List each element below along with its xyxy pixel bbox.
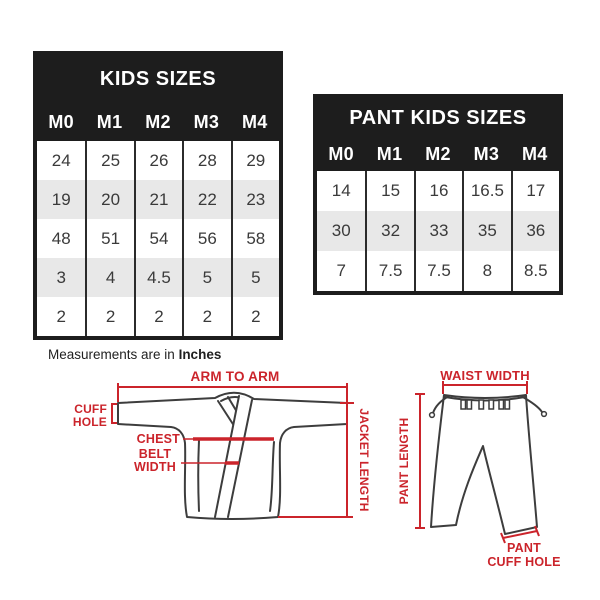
size-cell: 26 [133, 141, 182, 180]
size-cell: 25 [85, 141, 133, 180]
pants-waistband-seam [444, 396, 526, 402]
kids-col-header: M4 [241, 111, 268, 132]
size-cell: 7.5 [365, 251, 413, 291]
jacket-length-line [278, 402, 354, 518]
table-row: 2 2 2 2 2 [37, 297, 279, 336]
size-cell: 56 [182, 219, 230, 258]
size-cell: 14 [331, 181, 351, 200]
size-cell: 2 [182, 297, 230, 336]
pants-diagram: WAIST WIDTH PANT LENGTH PANT CUFF HOLE [397, 368, 560, 569]
kids-table-title: KIDS SIZES [99, 67, 217, 90]
size-cell: 5 [182, 258, 230, 297]
pant-table-title: PANT KIDS SIZES [349, 106, 527, 129]
kids-col-header: M0 [48, 111, 74, 132]
arm-to-arm-line [117, 383, 348, 402]
jacket-length-label: JACKET LENGTH [357, 408, 371, 511]
size-cell: 2 [85, 297, 133, 336]
kids-col-header: M1 [96, 111, 123, 132]
pant-cuff-hole-line [500, 525, 540, 544]
pant-col-header: M0 [328, 144, 354, 164]
size-cell: 2 [56, 306, 66, 326]
jacket-panel-edges [197, 439, 275, 512]
size-cell: 33 [413, 211, 462, 251]
cuff-hole-bracket [111, 403, 117, 424]
size-cell: 30 [331, 221, 351, 240]
size-cell: 15 [365, 171, 413, 211]
size-cell: 17 [510, 171, 559, 211]
size-cell: 16.5 [462, 171, 510, 211]
size-cell: 36 [510, 211, 559, 251]
size-cell: 28 [182, 141, 230, 180]
units-note-text: Measurements are in [48, 347, 179, 362]
size-cell: 51 [85, 219, 133, 258]
pant-col-header: M4 [521, 144, 548, 164]
kids-column-header-row: M0 M1 M2 M3 M4 [37, 103, 279, 141]
size-cell: 20 [85, 180, 133, 219]
kids-sizes-table: KIDS SIZES M0 M1 M2 M3 M4 24 25 26 28 29… [33, 51, 283, 340]
table-row: 7 7.5 7.5 8 8.5 [317, 251, 559, 291]
size-cell: 8 [462, 251, 510, 291]
kids-col-header: M2 [145, 111, 171, 132]
belt-width-label-line1: BELT [139, 447, 172, 461]
jacket-lapel-band [215, 396, 252, 517]
table-row: 48 51 54 56 58 [37, 219, 279, 258]
size-cell: 16 [413, 171, 462, 211]
kids-table-header: KIDS SIZES M0 M1 M2 M3 M4 [37, 55, 279, 141]
belt-width-label-line2: WIDTH [134, 460, 176, 474]
units-note: Measurements are in Inches [48, 347, 221, 362]
size-cell: 2 [230, 297, 279, 336]
size-cell: 21 [133, 180, 182, 219]
size-cell: 4.5 [133, 258, 182, 297]
chest-label: CHEST [137, 432, 181, 446]
size-cell: 29 [230, 141, 279, 180]
arm-to-arm-label: ARM TO ARM [191, 369, 280, 384]
size-cell: 54 [133, 219, 182, 258]
units-note-unit: Inches [178, 347, 222, 362]
table-row: 14 15 16 16.5 17 [317, 171, 559, 211]
size-cell: 24 [51, 150, 71, 170]
cuff-hole-label-line1: CUFF [74, 402, 107, 416]
pant-column-header-row: M0 M1 M2 M3 M4 [317, 138, 559, 171]
size-cell: 35 [462, 211, 510, 251]
pant-cuff-hole-label-line1: PANT [507, 541, 541, 555]
pants-outline [430, 394, 538, 535]
waist-width-line [442, 381, 528, 394]
pant-col-header: M3 [473, 144, 500, 164]
size-cell: 22 [182, 180, 230, 219]
size-cell: 58 [230, 219, 279, 258]
jacket-lapel-edges [214, 395, 253, 518]
size-cell: 7 [336, 261, 346, 280]
pant-length-label: PANT LENGTH [397, 418, 411, 505]
pants-belt-loops [460, 399, 511, 410]
pant-col-header: M1 [376, 144, 403, 164]
size-cell: 48 [51, 228, 71, 248]
pant-table-header: PANT KIDS SIZES M0 M1 M2 M3 M4 [317, 98, 559, 171]
table-row: 19 20 21 22 23 [37, 180, 279, 219]
size-cell: 2 [133, 297, 182, 336]
pants-drawstrings [428, 395, 548, 419]
pant-kids-sizes-table: PANT KIDS SIZES M0 M1 M2 M3 M4 14 15 16 … [313, 94, 563, 295]
waist-width-label: WAIST WIDTH [440, 368, 530, 383]
size-cell: 7.5 [413, 251, 462, 291]
size-cell: 32 [365, 211, 413, 251]
table-row: 24 25 26 28 29 [37, 141, 279, 180]
size-cell: 4 [85, 258, 133, 297]
pant-length-line [415, 393, 425, 529]
size-cell: 3 [56, 267, 66, 287]
size-cell: 5 [230, 258, 279, 297]
kids-col-header: M3 [193, 111, 220, 132]
size-cell: 19 [51, 189, 71, 209]
table-row: 3 4 4.5 5 5 [37, 258, 279, 297]
cuff-hole-label-line2: HOLE [73, 415, 107, 429]
pant-cuff-hole-label-line2: CUFF HOLE [487, 555, 560, 569]
size-cell: 23 [230, 180, 279, 219]
pant-col-header: M2 [425, 144, 451, 164]
jacket-diagram: ARM TO ARM CUFF HOLE CHEST BELT WIDTH JA… [73, 369, 371, 520]
table-row: 30 32 33 35 36 [317, 211, 559, 251]
size-cell: 8.5 [510, 251, 559, 291]
